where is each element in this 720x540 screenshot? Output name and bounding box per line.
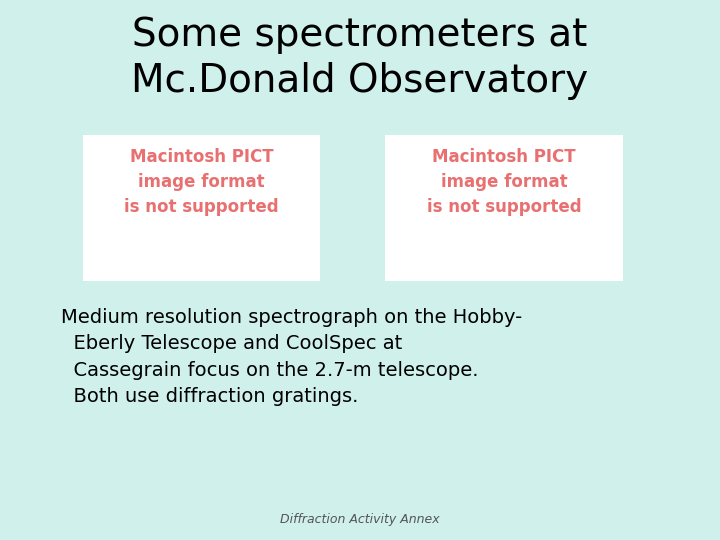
Text: Macintosh PICT
image format
is not supported: Macintosh PICT image format is not suppo… [125,147,279,215]
Text: Macintosh PICT
image format
is not supported: Macintosh PICT image format is not suppo… [427,147,581,215]
FancyBboxPatch shape [385,135,623,281]
FancyBboxPatch shape [83,135,320,281]
Text: Medium resolution spectrograph on the Hobby-
  Eberly Telescope and CoolSpec at
: Medium resolution spectrograph on the Ho… [61,308,523,406]
Text: Diffraction Activity Annex: Diffraction Activity Annex [280,514,440,526]
Text: Some spectrometers at
Mc.Donald Observatory: Some spectrometers at Mc.Donald Observat… [132,16,588,100]
